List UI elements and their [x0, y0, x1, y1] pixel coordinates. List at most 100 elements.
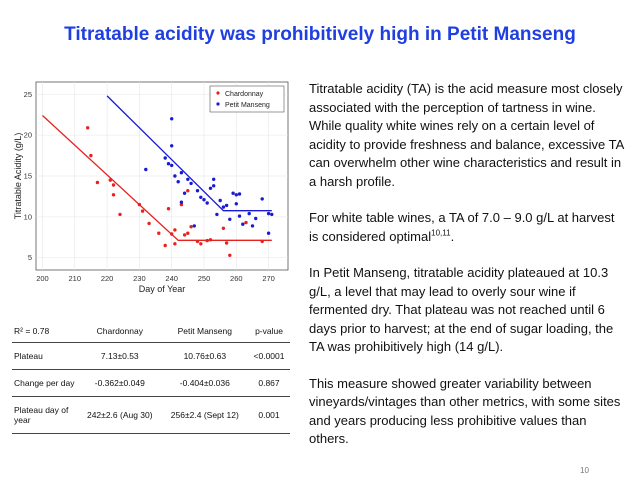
- data-point-petit-manseng: [176, 180, 180, 184]
- data-point-petit-manseng: [208, 186, 213, 190]
- legend-label-petit-manseng: Petit Manseng: [225, 102, 270, 109]
- x-tick-label: 200: [36, 274, 49, 283]
- data-point-petit-manseng: [144, 167, 148, 172]
- data-point-petit-manseng: [221, 205, 226, 209]
- data-point-chardonnay: [260, 239, 264, 244]
- table-row: Change per day -0.362±0.049 -0.404±0.036…: [12, 369, 290, 397]
- data-point-petit-manseng: [166, 162, 171, 166]
- data-point-chardonnay: [170, 232, 174, 236]
- fit-line-chardonnay: [42, 115, 272, 241]
- table-cell: <0.0001: [248, 342, 290, 370]
- body-text: Titratable acidity (TA) is the acid meas…: [309, 80, 627, 467]
- data-point-petit-manseng: [199, 195, 203, 199]
- data-point-chardonnay: [173, 228, 177, 232]
- data-point-petit-manseng: [195, 189, 200, 193]
- citation-superscript: 10,11: [431, 228, 451, 238]
- x-tick-labels: 200 210 220 230 240 250 260 270: [36, 274, 275, 283]
- data-point-chardonnay: [89, 153, 93, 158]
- table-cell: 0.001: [248, 396, 290, 434]
- data-point-chardonnay: [95, 180, 100, 185]
- data-point-chardonnay: [195, 239, 200, 244]
- data-point-chardonnay: [163, 243, 167, 248]
- data-point-chardonnay: [137, 202, 142, 207]
- data-point-petit-manseng: [231, 191, 235, 195]
- data-point-chardonnay: [108, 178, 113, 182]
- data-point-petit-manseng: [170, 144, 174, 148]
- data-point-chardonnay: [244, 220, 248, 225]
- y-tick-label: 20: [24, 131, 32, 140]
- table-header-p-value: p-value: [248, 320, 290, 343]
- data-point-petit-manseng: [170, 163, 174, 168]
- y-tick-label: 15: [24, 172, 32, 181]
- scatter-chart: 200 210 220 230 240 250 260 270 5 10 15 20 25 Day o…: [10, 78, 292, 300]
- data-point-petit-manseng: [228, 217, 232, 221]
- paragraph-optimal-ta: For white table wines, a TA of 7.0 – 9.0…: [309, 209, 627, 246]
- y-tick-label: 10: [24, 212, 32, 221]
- x-tick-label: 210: [69, 274, 82, 283]
- data-point-petit-manseng: [218, 198, 222, 203]
- data-point-petit-manseng: [186, 177, 190, 181]
- x-tick-label: 270: [262, 274, 275, 283]
- data-point-petit-manseng: [241, 222, 245, 226]
- table-cell: 7.13±0.53: [78, 342, 162, 370]
- data-point-chardonnay: [186, 189, 190, 193]
- data-point-chardonnay: [166, 207, 171, 211]
- data-point-chardonnay: [224, 241, 229, 245]
- y-axis-label: Titratable Acidity (g/L): [13, 133, 23, 220]
- data-point-petit-manseng: [182, 191, 187, 195]
- data-point-chardonnay: [208, 238, 213, 242]
- data-point-chardonnay: [186, 231, 190, 235]
- data-point-chardonnay: [86, 126, 90, 130]
- data-point-chardonnay: [189, 225, 193, 229]
- table-header-row: R² = 0.78 Chardonnay Petit Manseng p-val…: [12, 320, 290, 343]
- x-tick-label: 250: [198, 274, 211, 283]
- data-point-chardonnay: [199, 242, 203, 246]
- data-point-petit-manseng: [266, 211, 271, 216]
- page-number: 10: [580, 466, 589, 475]
- data-point-chardonnay: [179, 202, 184, 207]
- stats-table: R² = 0.78 Chardonnay Petit Manseng p-val…: [12, 320, 290, 434]
- data-point-chardonnay: [182, 233, 187, 237]
- data-point-chardonnay: [111, 183, 116, 187]
- optimal-ta-text: For white table wines, a TA of 7.0 – 9.0…: [309, 210, 615, 244]
- data-point-chardonnay: [157, 231, 161, 235]
- paragraph-ta-definition: Titratable acidity (TA) is the acid meas…: [309, 81, 624, 189]
- data-point-petit-manseng: [170, 117, 174, 121]
- data-point-petit-manseng: [202, 198, 206, 202]
- data-point-petit-manseng: [212, 184, 216, 188]
- paragraph-petit-manseng: In Petit Manseng, titratable acidity pla…: [309, 265, 614, 354]
- table-cell: 256±2.4 (Sept 12): [161, 396, 249, 434]
- table-cell: 0.867: [248, 369, 290, 397]
- data-point-petit-manseng: [254, 216, 258, 221]
- gridlines: [36, 82, 288, 270]
- data-point-chardonnay: [173, 242, 177, 246]
- table-cell: Plateau day of year: [12, 396, 78, 434]
- x-axis-label: Day of Year: [139, 284, 186, 294]
- data-point-petit-manseng: [237, 192, 242, 196]
- data-point-petit-manseng: [270, 212, 274, 217]
- table-cell: 242±2.6 (Aug 30): [78, 396, 162, 434]
- data-point-petit-manseng: [266, 231, 271, 235]
- fit-lines: [42, 95, 272, 241]
- x-tick-label: 260: [230, 274, 243, 283]
- table-cell: Plateau: [12, 342, 78, 370]
- data-point-chardonnay: [205, 238, 209, 243]
- table-row: Plateau 7.13±0.53 10.76±0.63 <0.0001: [12, 342, 290, 370]
- table-header-r2: R² = 0.78: [12, 320, 78, 343]
- y-tick-labels: 5 10 15 20 25: [24, 90, 32, 262]
- data-point-petit-manseng: [212, 177, 216, 181]
- data-point-chardonnay: [111, 193, 116, 197]
- legend-marker-chardonnay: [216, 91, 220, 95]
- data-point-chardonnay: [147, 221, 151, 226]
- data-point-petit-manseng: [189, 181, 193, 186]
- data-point-petit-manseng: [179, 171, 184, 175]
- data-point-petit-manseng: [173, 174, 177, 178]
- data-points: [86, 117, 274, 257]
- data-point-petit-manseng: [234, 202, 238, 206]
- table-cell: 10.76±0.63: [161, 342, 249, 370]
- data-point-petit-manseng: [224, 203, 229, 208]
- data-point-chardonnay: [140, 209, 145, 213]
- table-cell: Change per day: [12, 369, 78, 397]
- chart-svg: 200 210 220 230 240 250 260 270 5 10 15 20 25 Day o…: [13, 81, 289, 294]
- table-header-petit-manseng: Petit Manseng: [161, 320, 249, 343]
